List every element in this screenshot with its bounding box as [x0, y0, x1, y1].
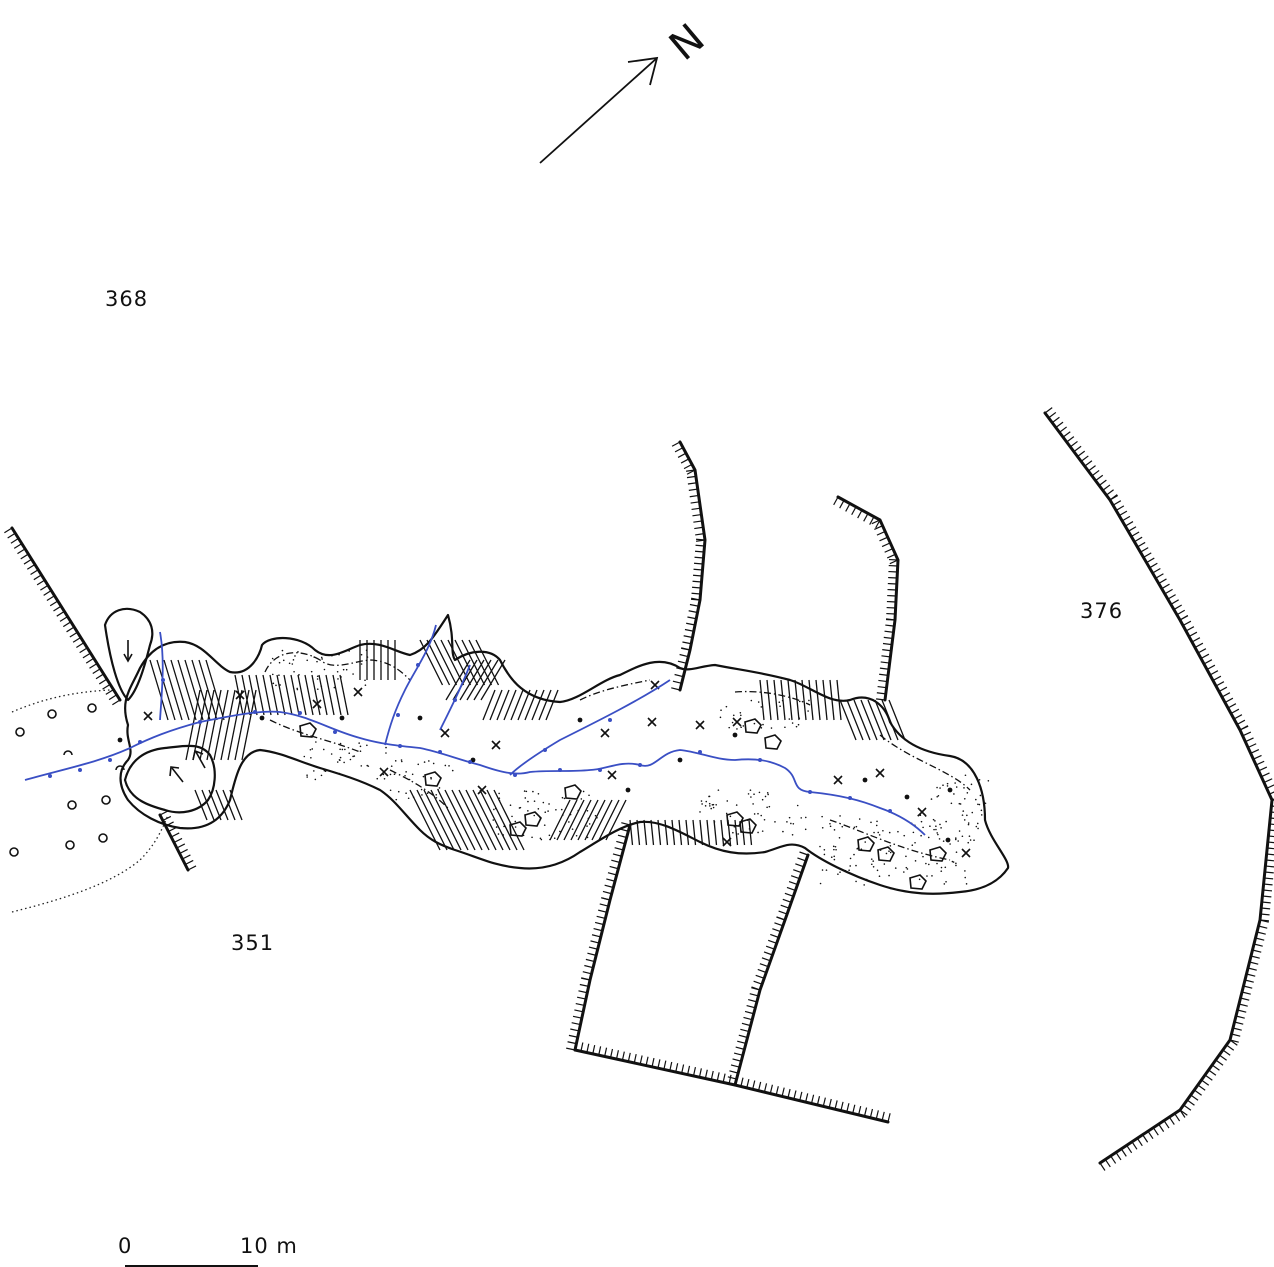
boulder-icon — [509, 821, 527, 837]
boulder-icon — [929, 846, 947, 862]
stream-network — [24, 624, 926, 836]
scale-start-label: 0 — [118, 1234, 132, 1258]
wall-lower-right-shaft — [726, 851, 810, 1087]
scale-end-label: 10 m — [240, 1234, 298, 1258]
boulder-icon — [857, 836, 875, 852]
side-chamber — [123, 744, 216, 814]
north-arrow-icon — [539, 56, 659, 164]
upper-lobe — [103, 607, 154, 702]
boulder-icon — [524, 811, 542, 827]
entrance-boundary — [11, 689, 169, 913]
wall-entrance-upper — [4, 526, 122, 706]
boulder-icon — [739, 818, 757, 834]
boulder-icon — [744, 718, 762, 734]
wall-upper-right — [833, 495, 900, 702]
boulder-icon — [564, 784, 582, 800]
passage-fill-symbols — [117, 639, 990, 890]
elevation-label-lower-left: 351 — [231, 931, 274, 955]
wall-entrance-lower — [158, 810, 197, 872]
inner-boundary — [264, 652, 971, 861]
wall-far-right — [1043, 407, 1274, 1171]
stream-markers — [48, 663, 892, 813]
flow-arrow-icon — [123, 640, 206, 783]
elevation-label-right: 376 — [1080, 599, 1123, 623]
elevation-label-upper-left: 368 — [105, 287, 148, 311]
wall-lower-left-shaft — [566, 822, 632, 1052]
boulder-icon — [424, 771, 442, 787]
north-label: N — [661, 15, 713, 69]
wall-upper-middle — [671, 440, 707, 692]
entrance-debris — [9, 703, 125, 857]
boulder-icon — [299, 722, 317, 738]
boulder-icon — [909, 874, 927, 890]
boulder-icon — [877, 846, 895, 862]
cliff-walls — [4, 407, 1274, 1171]
boulder-icon — [764, 734, 782, 750]
cave-outline — [119, 613, 1010, 895]
wall-bottom — [573, 1041, 891, 1124]
